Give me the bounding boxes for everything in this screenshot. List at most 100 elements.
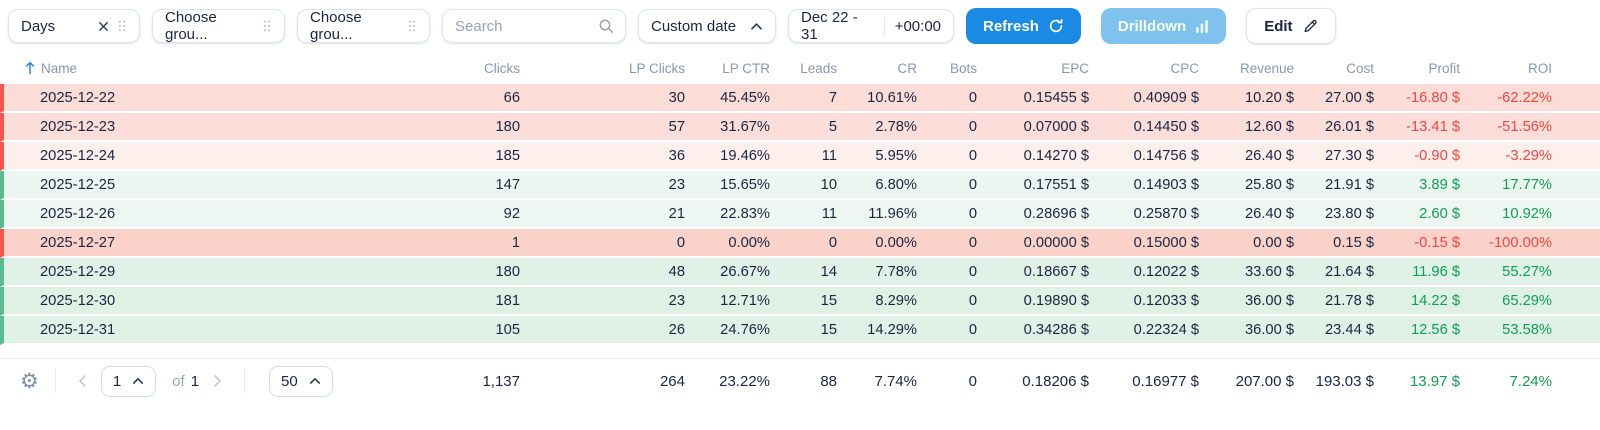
clicks-cell: 1 bbox=[420, 229, 520, 258]
lp-ctr-cell: 45.45% bbox=[685, 84, 770, 113]
filter-chip-choose-group-1[interactable]: Choose grou... bbox=[152, 9, 285, 43]
page-size-selector[interactable]: 50 bbox=[269, 365, 333, 397]
profit-cell: 2.60 $ bbox=[1374, 200, 1460, 229]
drag-handle-icon[interactable] bbox=[117, 19, 127, 33]
total-roi: 7.24% bbox=[1460, 358, 1600, 403]
date-cell: 2025-12-26 bbox=[0, 200, 420, 229]
clicks-cell: 180 bbox=[420, 258, 520, 287]
drag-handle-icon[interactable] bbox=[407, 19, 417, 33]
column-header-cost[interactable]: Cost bbox=[1346, 60, 1374, 76]
bots-cell: 0 bbox=[917, 229, 977, 258]
lp-clicks-cell: 23 bbox=[520, 287, 685, 316]
lp-ctr-cell: 31.67% bbox=[685, 113, 770, 142]
table-row[interactable]: 2025-12-24 185 36 19.46% 11 5.95% 0 0.14… bbox=[0, 142, 1600, 171]
custom-date-dropdown[interactable]: Custom date bbox=[638, 9, 776, 43]
cr-cell: 2.78% bbox=[837, 113, 917, 142]
table-row[interactable]: 2025-12-23 180 57 31.67% 5 2.78% 0 0.070… bbox=[0, 113, 1600, 142]
table-body: 2025-12-22 66 30 45.45% 7 10.61% 0 0.154… bbox=[0, 84, 1600, 345]
cost-cell: 23.80 $ bbox=[1294, 200, 1374, 229]
table-row[interactable]: 2025-12-29 180 48 26.67% 14 7.78% 0 0.18… bbox=[0, 258, 1600, 287]
drilldown-button-label: Drilldown bbox=[1117, 17, 1187, 35]
bots-cell: 0 bbox=[917, 84, 977, 113]
epc-cell: 0.17551 $ bbox=[977, 171, 1089, 200]
date-cell: 2025-12-29 bbox=[0, 258, 420, 287]
table-row[interactable]: 2025-12-26 92 21 22.83% 11 11.96% 0 0.28… bbox=[0, 200, 1600, 229]
total-lp-ctr: 23.22% bbox=[685, 358, 770, 403]
sort-ascending-icon[interactable] bbox=[25, 61, 35, 75]
revenue-cell: 12.60 $ bbox=[1199, 113, 1294, 142]
table-row[interactable]: 2025-12-30 181 23 12.71% 15 8.29% 0 0.19… bbox=[0, 287, 1600, 316]
cr-cell: 7.78% bbox=[837, 258, 917, 287]
column-header-leads[interactable]: Leads bbox=[800, 60, 837, 76]
edit-button[interactable]: Edit bbox=[1246, 8, 1336, 44]
column-header-epc[interactable]: EPC bbox=[1061, 60, 1089, 76]
divider bbox=[883, 17, 885, 35]
total-cr: 7.74% bbox=[837, 358, 917, 403]
column-header-clicks[interactable]: Clicks bbox=[484, 60, 520, 76]
current-page: 1 bbox=[112, 372, 122, 390]
leads-cell: 10 bbox=[770, 171, 837, 200]
next-page-icon[interactable] bbox=[213, 374, 222, 388]
search-box bbox=[442, 9, 626, 43]
profit-cell: -0.15 $ bbox=[1374, 229, 1460, 258]
column-header-label: Name bbox=[41, 60, 78, 76]
leads-cell: 11 bbox=[770, 200, 837, 229]
bots-cell: 0 bbox=[917, 316, 977, 345]
column-header-lp-clicks[interactable]: LP Clicks bbox=[628, 60, 685, 76]
column-header-cpc[interactable]: CPC bbox=[1170, 60, 1199, 76]
cost-cell: 27.30 $ bbox=[1294, 142, 1374, 171]
profit-cell: -0.90 $ bbox=[1374, 142, 1460, 171]
lp-ctr-cell: 26.67% bbox=[685, 258, 770, 287]
leads-cell: 0 bbox=[770, 229, 837, 258]
cost-cell: 26.01 $ bbox=[1294, 113, 1374, 142]
roi-cell: -3.29% bbox=[1460, 142, 1600, 171]
table-row[interactable]: 2025-12-31 105 26 24.76% 15 14.29% 0 0.3… bbox=[0, 316, 1600, 345]
search-icon[interactable] bbox=[598, 18, 615, 35]
filter-chip-days[interactable]: Days bbox=[8, 9, 140, 43]
drag-handle-icon[interactable] bbox=[262, 19, 272, 33]
refresh-button[interactable]: Refresh bbox=[966, 8, 1081, 44]
refresh-icon bbox=[1049, 18, 1063, 33]
stats-table: Name Clicks LP Clicks LP CTR Leads CR Bo… bbox=[0, 52, 1600, 403]
column-header-lp-ctr[interactable]: LP CTR bbox=[722, 60, 770, 76]
profit-cell: 12.56 $ bbox=[1374, 316, 1460, 345]
column-header-revenue[interactable]: Revenue bbox=[1239, 60, 1294, 76]
column-header-cr[interactable]: CR bbox=[897, 60, 918, 76]
total-leads: 88 bbox=[770, 358, 837, 403]
cr-cell: 6.80% bbox=[837, 171, 917, 200]
filter-chip-choose-group-2[interactable]: Choose grou... bbox=[297, 9, 430, 43]
epc-cell: 0.19890 $ bbox=[977, 287, 1089, 316]
bots-cell: 0 bbox=[917, 113, 977, 142]
roi-cell: 55.27% bbox=[1460, 258, 1600, 287]
close-icon[interactable] bbox=[98, 21, 109, 32]
table-row[interactable]: 2025-12-25 147 23 15.65% 10 6.80% 0 0.17… bbox=[0, 171, 1600, 200]
cpc-cell: 0.40909 $ bbox=[1089, 84, 1199, 113]
table-row[interactable]: 2025-12-22 66 30 45.45% 7 10.61% 0 0.154… bbox=[0, 84, 1600, 113]
date-range-picker[interactable]: Dec 22 - 31 +00:00 bbox=[788, 9, 954, 43]
cost-cell: 21.64 $ bbox=[1294, 258, 1374, 287]
cr-cell: 10.61% bbox=[837, 84, 917, 113]
table-row[interactable]: 2025-12-27 1 0 0.00% 0 0.00% 0 0.00000 $… bbox=[0, 229, 1600, 258]
column-header-bots[interactable]: Bots bbox=[949, 60, 977, 76]
chevron-up-icon bbox=[751, 22, 762, 30]
column-header-roi[interactable]: ROI bbox=[1527, 60, 1552, 76]
cr-cell: 8.29% bbox=[837, 287, 917, 316]
cpc-cell: 0.14903 $ bbox=[1089, 171, 1199, 200]
profit-cell: 3.89 $ bbox=[1374, 171, 1460, 200]
pencil-icon bbox=[1304, 19, 1317, 33]
drilldown-button[interactable]: Drilldown bbox=[1100, 8, 1227, 44]
page-number-stepper[interactable]: 1 bbox=[100, 365, 157, 397]
roi-cell: 17.77% bbox=[1460, 171, 1600, 200]
gear-icon[interactable]: ⚙ bbox=[20, 369, 39, 393]
column-header-name[interactable]: Name bbox=[0, 52, 420, 84]
clicks-cell: 180 bbox=[420, 113, 520, 142]
leads-cell: 15 bbox=[770, 316, 837, 345]
revenue-cell: 25.80 $ bbox=[1199, 171, 1294, 200]
search-input[interactable] bbox=[455, 17, 585, 35]
revenue-cell: 36.00 $ bbox=[1199, 316, 1294, 345]
edit-button-label: Edit bbox=[1264, 17, 1293, 35]
clicks-cell: 185 bbox=[420, 142, 520, 171]
column-header-profit[interactable]: Profit bbox=[1428, 60, 1460, 76]
cr-cell: 11.96% bbox=[837, 200, 917, 229]
previous-page-icon[interactable] bbox=[78, 374, 87, 388]
